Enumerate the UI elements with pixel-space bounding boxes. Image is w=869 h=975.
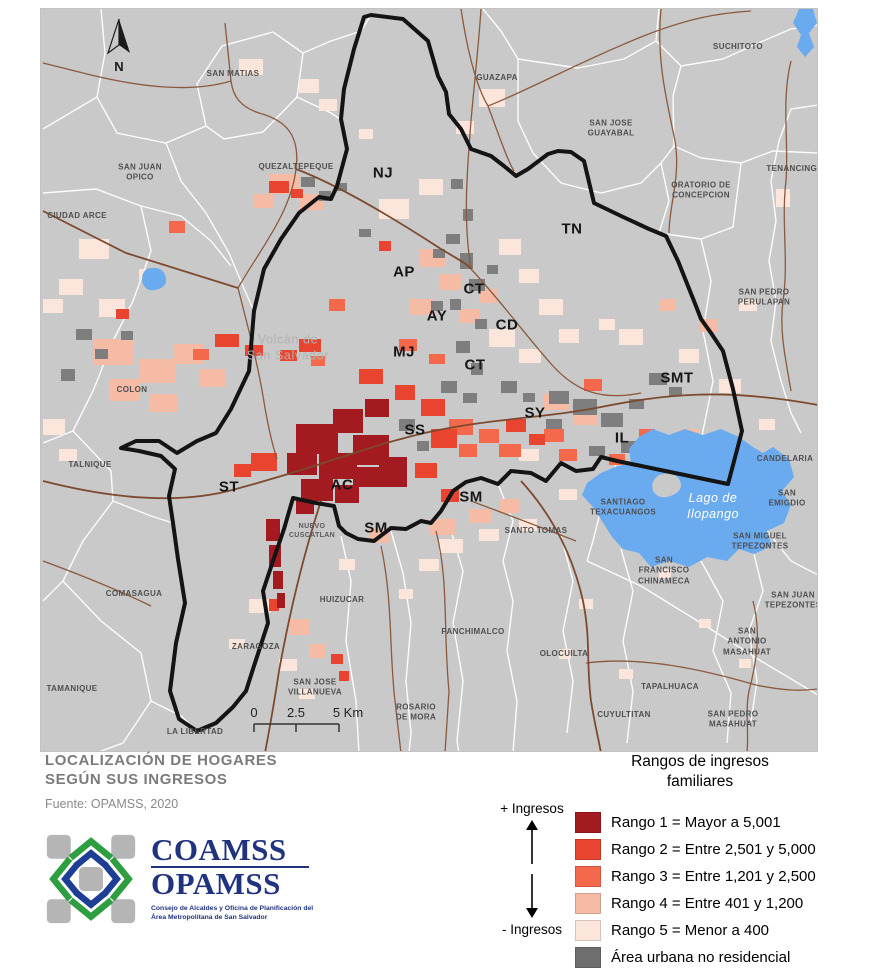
scale-end: 5 Km [333,705,363,720]
scale-0: 0 [250,705,257,720]
legend-label: Rango 2 = Entre 2,501 y 5,000 [611,841,816,858]
map-graphic: N 0 2.5 5 Km [41,9,817,751]
legend-income-axis: + Ingresos - Ingresos [486,801,578,937]
legend-title-line2: familiares [666,773,734,791]
legend-swatch [575,866,601,887]
scale-bar: 0 2.5 5 Km [250,705,363,732]
arrow-down-icon [526,874,538,918]
legend-item: Rango 3 = Entre 1,201 y 2,500 [575,866,816,887]
less-income-label: - Ingresos [501,922,563,937]
logo-word-opamss: OPAMSS [151,866,281,902]
legend-title-line1: Rangos de ingresos [631,753,769,770]
logo-tagline: Consejo de Alcaldes y Oficina de Planifi… [151,904,314,921]
logo-text: COAMSS OPAMSS Consejo de Alcaldes y Ofic… [151,832,321,922]
legend-swatch [575,893,601,914]
more-income-label: + Ingresos [500,801,564,816]
amss-boundary [119,13,744,733]
legend-swatch [575,947,601,968]
north-arrow: N [106,18,130,74]
source-note: Fuente: OPAMSS, 2020 [45,796,179,811]
map-title-line1: LOCALIZACIÓN DE HOGARES [45,752,278,769]
legend-label: Área urbana no residencial [611,949,791,966]
legend-swatch [575,812,601,833]
map-canvas: N 0 2.5 5 Km NJ TN AP CT AY CD MJ CT SMT SY SS IL ST… [40,8,818,752]
legend-title: Rangos de ingresos familiares [560,752,840,792]
legend-items: Rango 1 = Mayor a 5,001 Rango 2 = Entre 2… [575,812,816,968]
arrow-up-icon [526,820,538,864]
legend-item: Rango 4 = Entre 401 y 1,200 [575,893,816,914]
logo-divider [151,866,309,869]
legend-item: Rango 5 = Menor a 400 [575,920,816,941]
scale-mid: 2.5 [287,705,305,720]
legend-item: Área urbana no residencial [575,947,816,968]
roads [42,9,817,751]
legend-label: Rango 4 = Entre 401 y 1,200 [611,895,804,912]
legend-item: Rango 2 = Entre 2,501 y 5,000 [575,839,816,860]
title-block: LOCALIZACIÓN DE HOGARES SEGÚN SUS INGRES… [45,752,277,811]
lake-north [793,9,817,57]
logo-word-coamss: COAMSS [151,832,287,867]
legend-label: Rango 3 = Entre 1,201 y 2,500 [611,868,816,885]
legend-label: Rango 5 = Menor a 400 [611,922,770,939]
legend-swatch [575,839,601,860]
coamss-opamss-logo: COAMSS OPAMSS Consejo de Alcaldes y Ofic… [45,833,321,925]
north-label: N [114,59,123,74]
legend-swatch [575,920,601,941]
legend-label: Rango 1 = Mayor a 5,001 [611,814,781,831]
lake-small-west [142,267,167,291]
map-title-line2: SEGÚN SUS INGRESOS [45,770,228,788]
logo-icon [46,834,136,924]
legend-item: Rango 1 = Mayor a 5,001 [575,812,816,833]
urban-areas [43,59,790,699]
